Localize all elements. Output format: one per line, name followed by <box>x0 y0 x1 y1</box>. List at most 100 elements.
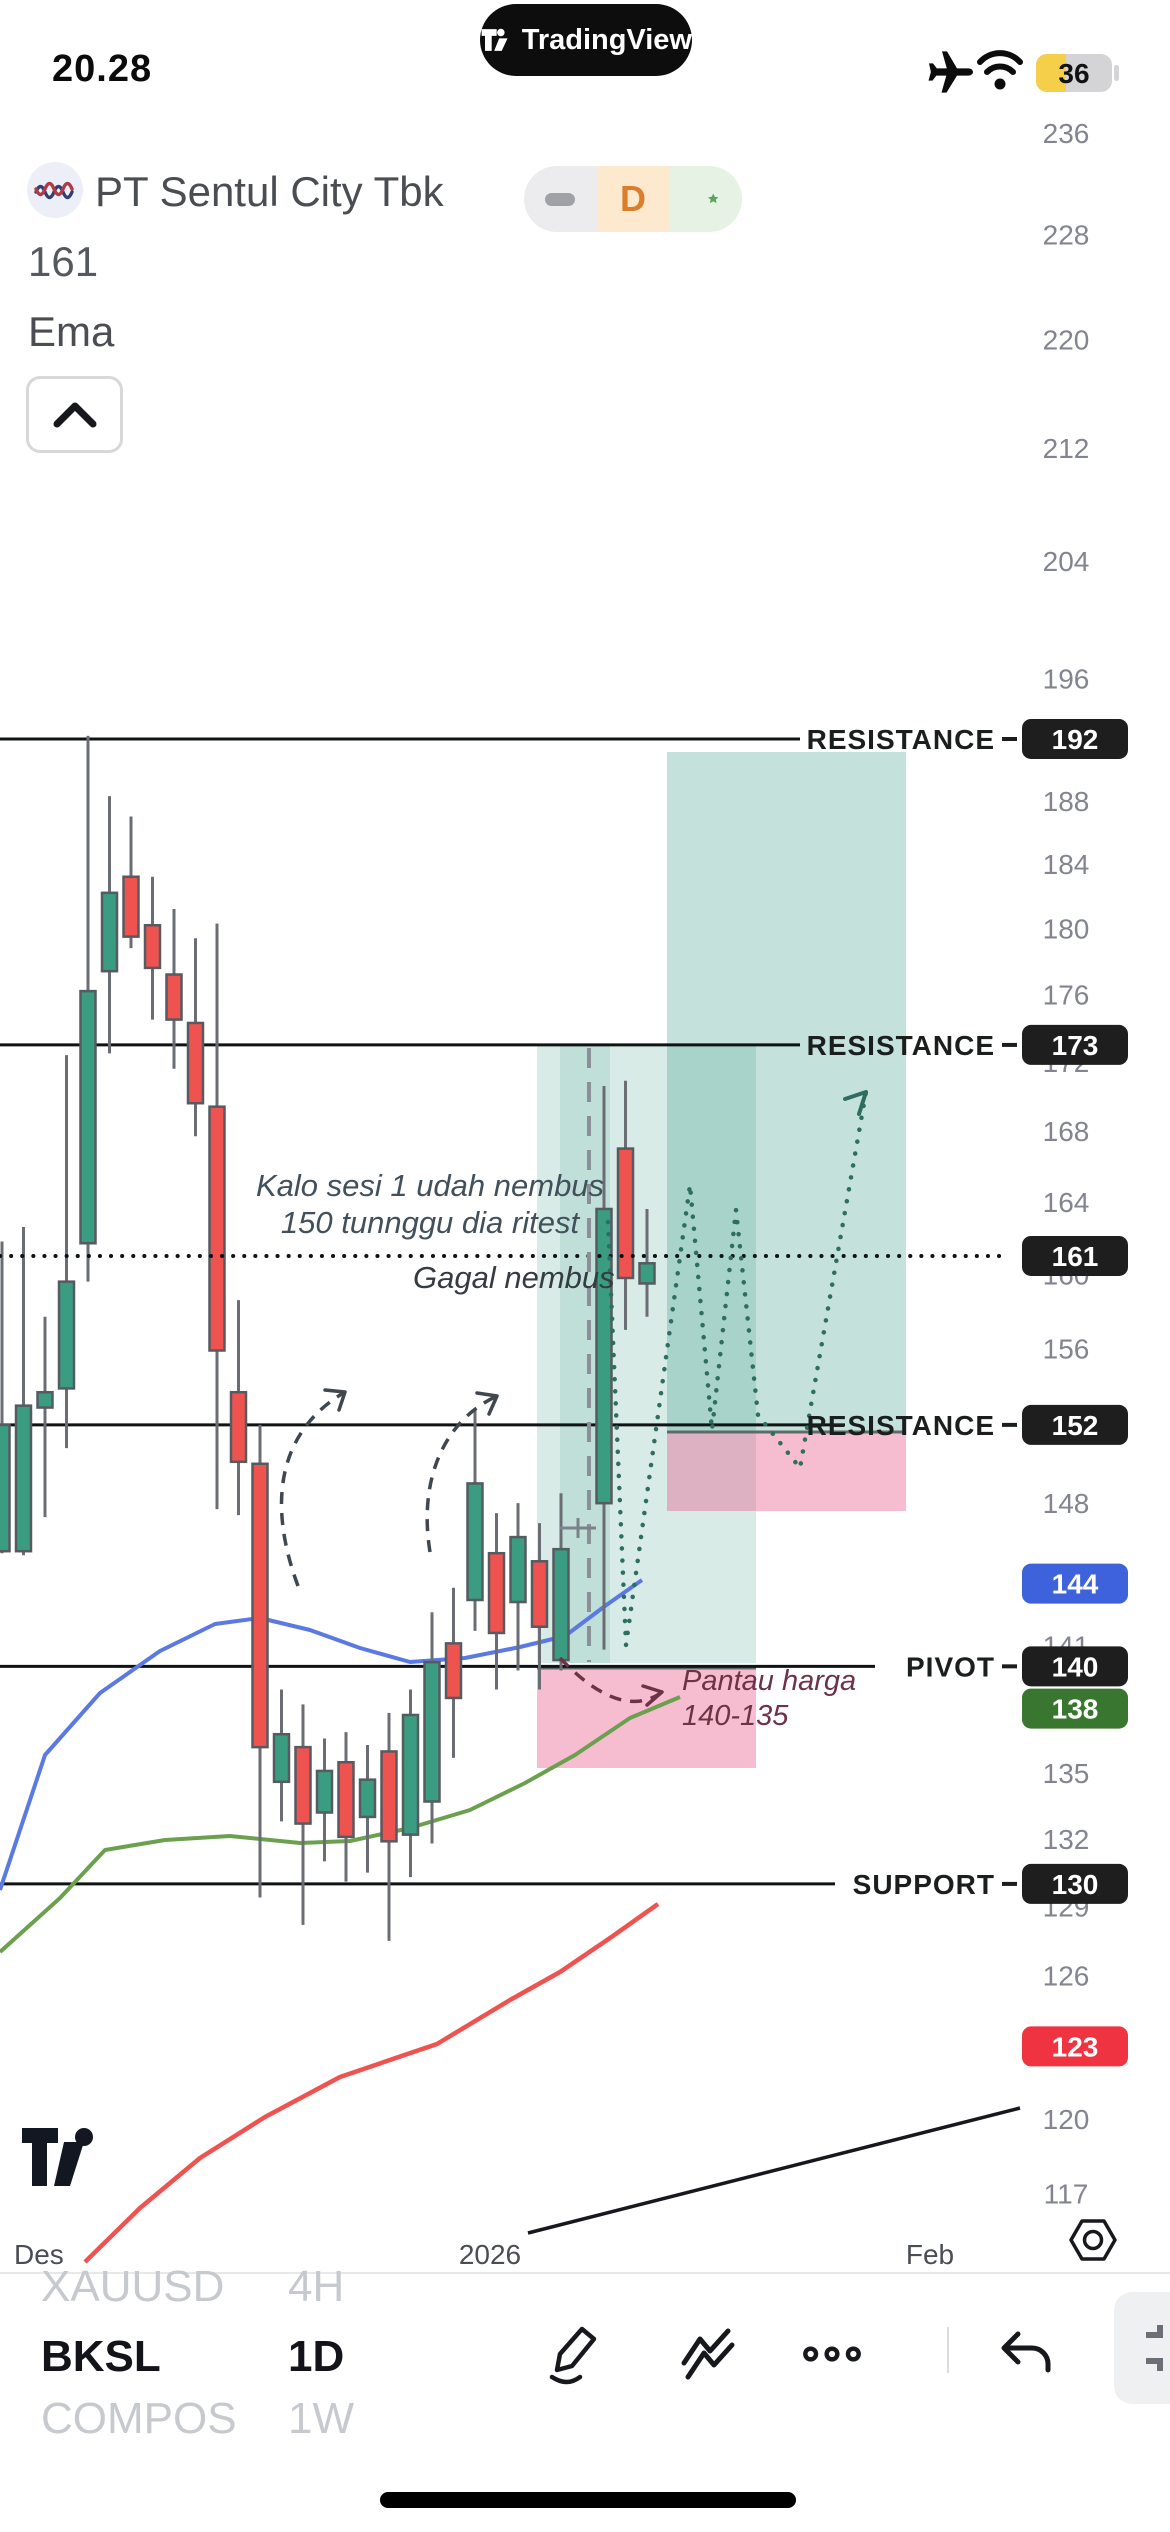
dynamic-island-tradingview-banner[interactable]: TradingView <box>480 4 692 76</box>
current-symbol: BKSL <box>41 2332 161 2381</box>
candle <box>57 1280 76 1390</box>
symbol-avatar[interactable] <box>27 162 83 218</box>
picker-row-previous[interactable]: XAUUSD 4H <box>41 2262 344 2312</box>
candle <box>251 1462 269 1749</box>
annotation-text: Kalo sesi 1 udah nembus <box>256 1168 604 1203</box>
svg-text:138: 138 <box>1052 1694 1099 1725</box>
candle <box>100 891 119 973</box>
axis-tick-label: 228 <box>1043 219 1090 250</box>
time-axis-label: Des <box>14 2239 64 2270</box>
axis-price-badge <box>1022 1688 1128 1729</box>
candle <box>595 1207 613 1505</box>
indicator-last-value: 161 <box>28 238 99 285</box>
collapsed-panel-tab[interactable] <box>1114 2292 1170 2404</box>
svg-text:173: 173 <box>1052 1030 1099 1061</box>
svg-text:140: 140 <box>1052 1651 1099 1682</box>
svg-text:130: 130 <box>1052 1869 1099 1900</box>
toolbar-divider <box>947 2327 949 2373</box>
picker-row-next[interactable]: COMPOS 1W <box>41 2394 354 2444</box>
next-timeframe: 1W <box>288 2394 354 2443</box>
crescent-star-icon <box>694 184 719 214</box>
hand-drawn-arrow <box>425 1394 498 1553</box>
candle <box>229 1390 248 1464</box>
squiggle-icon <box>34 181 74 200</box>
prev-symbol: XAUUSD <box>41 2262 225 2311</box>
timeframe-d-badge: D <box>596 166 670 232</box>
prev-timeframe: 4H <box>288 2262 345 2311</box>
candle <box>509 1535 527 1604</box>
axis-tick-label: 168 <box>1043 1116 1090 1147</box>
chevron-up-icon <box>53 402 96 427</box>
hand-drawn-arrow <box>279 1390 346 1587</box>
arrows-layer <box>279 1388 664 1707</box>
axis-tick-label: 156 <box>1043 1334 1090 1365</box>
undo-button[interactable] <box>994 2322 1058 2386</box>
syariah-badge <box>669 166 742 232</box>
axis-tick-label: 132 <box>1043 1824 1090 1855</box>
candles-layer <box>0 735 656 1941</box>
level-label: RESISTANCE <box>807 1030 995 1061</box>
candle <box>380 1750 398 1843</box>
undo-arrow-icon <box>1001 2331 1051 2373</box>
ellipsis-icon <box>803 2346 861 2362</box>
axis-tick-label: 212 <box>1043 433 1090 464</box>
axis-price-badge <box>1022 1646 1128 1687</box>
axis-tick-label: 220 <box>1043 324 1090 355</box>
candle <box>638 1262 656 1285</box>
candle <box>294 1745 312 1825</box>
axis-price-badge <box>1022 1404 1128 1445</box>
candle <box>616 1147 635 1280</box>
candle <box>165 973 183 1021</box>
axis-tick-label: 120 <box>1043 2104 1090 2135</box>
axis-tick-label: 196 <box>1043 663 1090 694</box>
indicator-name-label: Ema <box>28 308 115 355</box>
candle <box>466 1482 484 1602</box>
marker-pen-icon <box>549 2326 597 2385</box>
candle <box>487 1551 506 1635</box>
bottom-layer <box>83 1902 1021 2264</box>
zones-layer <box>537 752 906 1768</box>
candle <box>272 1732 291 1784</box>
axis-tick-label: 126 <box>1043 1961 1090 1992</box>
candle <box>14 1404 33 1553</box>
indicators-button[interactable] <box>676 2322 740 2386</box>
picker-row-current[interactable]: BKSL 1D <box>41 2332 344 2382</box>
battery-fill-yellow <box>1036 54 1066 92</box>
draw-tool-button[interactable] <box>541 2322 605 2386</box>
price-axis: 2362282202122041961881841801761721681641… <box>1022 118 1128 2209</box>
time-axis-label: Feb <box>906 2239 954 2270</box>
time-axis-label: 2026 <box>459 2239 521 2270</box>
island-app-name: TradingView <box>521 23 692 56</box>
more-options-button[interactable] <box>800 2322 864 2386</box>
candle <box>143 923 162 970</box>
svg-text:161: 161 <box>1052 1241 1099 1272</box>
symbol-badges-pill[interactable]: D <box>524 166 742 232</box>
axis-price-badge <box>1022 1024 1128 1065</box>
next-symbol: COMPOS <box>41 2394 237 2443</box>
axis-price-badge <box>1022 718 1128 759</box>
axis-price-badge <box>1022 1235 1128 1276</box>
status-time: 20.28 <box>52 48 153 90</box>
axis-tick-label: 164 <box>1043 1187 1090 1218</box>
level-label: PIVOT <box>906 1651 995 1682</box>
home-indicator[interactable] <box>380 2492 796 2508</box>
ema-slow-line <box>0 1695 681 1954</box>
axis-tick-label: 148 <box>1043 1488 1090 1519</box>
axis-tick-label: 236 <box>1043 118 1090 149</box>
gear-icon <box>1069 2219 1117 2261</box>
annotation-text: 150 tunnggu dia ritest <box>281 1205 581 1240</box>
axis-tick-label: 204 <box>1043 546 1090 577</box>
collapse-legend-button[interactable] <box>26 376 123 453</box>
candle <box>530 1560 549 1629</box>
axis-tick-label: 184 <box>1043 849 1090 880</box>
symbol-title[interactable]: PT Sentul City Tbk <box>95 168 444 215</box>
current-timeframe: 1D <box>288 2332 345 2381</box>
dash-icon <box>545 192 576 206</box>
candle <box>337 1761 355 1839</box>
axis-price-badge <box>1022 1563 1128 1604</box>
candle <box>423 1660 441 1803</box>
candle <box>0 1423 11 1553</box>
candle <box>186 1021 205 1105</box>
